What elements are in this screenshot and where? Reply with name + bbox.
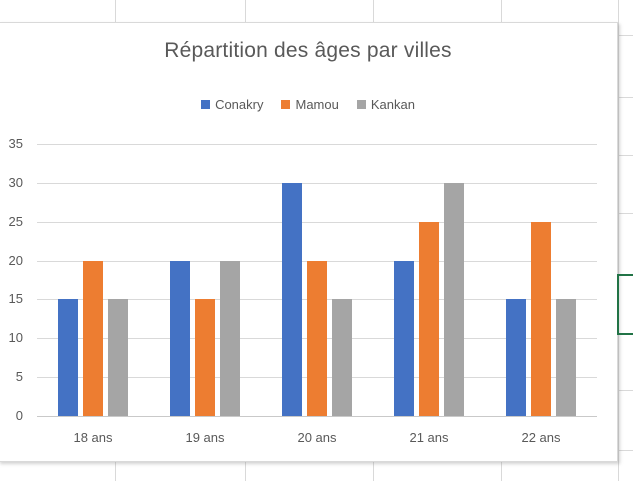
bar-mamou-18-ans[interactable] bbox=[83, 261, 103, 416]
y-axis-tick-label: 30 bbox=[8, 175, 23, 190]
grid-row-line bbox=[618, 390, 633, 391]
y-axis-tick-label: 10 bbox=[8, 330, 23, 345]
bar-conakry-18-ans[interactable] bbox=[58, 299, 78, 416]
grid-row-line bbox=[618, 155, 633, 156]
legend-swatch-kankan bbox=[356, 99, 366, 109]
legend-item-mamou[interactable]: Mamou bbox=[281, 96, 339, 112]
bar-kankan-20-ans[interactable] bbox=[332, 299, 352, 416]
grid-column-line bbox=[373, 0, 374, 22]
chart-object[interactable]: Répartition des âges par villes Conakry M… bbox=[0, 22, 618, 462]
plot-gridline bbox=[37, 144, 597, 145]
grid-column-line bbox=[115, 460, 116, 481]
bar-kankan-22-ans[interactable] bbox=[556, 299, 576, 416]
bar-kankan-19-ans[interactable] bbox=[220, 261, 240, 416]
legend-swatch-mamou bbox=[281, 99, 291, 109]
bar-mamou-19-ans[interactable] bbox=[195, 299, 215, 416]
y-axis-tick-label: 0 bbox=[15, 408, 23, 423]
grid-column-line bbox=[373, 460, 374, 481]
chart-legend: Conakry Mamou Kankan bbox=[0, 95, 617, 113]
grid-column-line bbox=[618, 0, 619, 481]
y-axis-tick-label: 20 bbox=[8, 253, 23, 268]
selected-cell-outline[interactable] bbox=[617, 274, 633, 335]
legend-item-kankan[interactable]: Kankan bbox=[356, 96, 415, 112]
x-axis-category-label-19-ans: 19 ans bbox=[185, 430, 225, 445]
grid-column-line bbox=[115, 0, 116, 22]
plot-area[interactable]: 0 5 10 15 20 25 30 35 18 ans 19 ans 20 ans 21 ans 22… bbox=[0, 23, 617, 461]
grid-row-line bbox=[618, 450, 633, 451]
grid-row-line bbox=[618, 213, 633, 214]
grid-column-line bbox=[245, 0, 246, 22]
bar-kankan-18-ans[interactable] bbox=[108, 299, 128, 416]
bar-conakry-21-ans[interactable] bbox=[394, 261, 414, 416]
grid-column-line bbox=[245, 460, 246, 481]
y-axis-tick-label: 15 bbox=[8, 291, 23, 306]
legend-label-conakry: Conakry bbox=[215, 96, 264, 112]
x-axis-category-label-18-ans: 18 ans bbox=[73, 430, 113, 445]
y-axis-tick-label: 35 bbox=[8, 136, 23, 151]
grid-column-line bbox=[501, 460, 502, 481]
bar-conakry-22-ans[interactable] bbox=[506, 299, 526, 416]
legend-label-mamou: Mamou bbox=[295, 96, 339, 112]
chart-title[interactable]: Répartition des âges par villes bbox=[164, 39, 452, 62]
legend-item-conakry[interactable]: Conakry bbox=[201, 97, 263, 112]
x-axis-category-label-22-ans: 22 ans bbox=[521, 430, 561, 445]
bar-conakry-20-ans[interactable] bbox=[282, 183, 302, 416]
plot-gridline bbox=[37, 222, 597, 223]
bar-mamou-22-ans[interactable] bbox=[531, 222, 551, 416]
legend-label-kankan: Kankan bbox=[370, 96, 415, 112]
y-axis-tick-label: 5 bbox=[15, 369, 23, 384]
bar-kankan-21-ans[interactable] bbox=[444, 183, 464, 416]
bar-mamou-20-ans[interactable] bbox=[307, 261, 327, 416]
plot-gridline bbox=[37, 416, 597, 417]
x-axis-category-label-20-ans: 20 ans bbox=[297, 430, 337, 445]
bar-conakry-19-ans[interactable] bbox=[170, 261, 190, 416]
grid-row-line bbox=[618, 97, 633, 98]
bar-mamou-21-ans[interactable] bbox=[419, 222, 439, 416]
grid-row-line bbox=[618, 35, 633, 36]
y-axis-tick-label: 25 bbox=[8, 214, 23, 229]
plot-gridline bbox=[37, 183, 597, 184]
grid-column-line bbox=[501, 0, 502, 22]
legend-swatch-conakry bbox=[201, 99, 211, 109]
x-axis-category-label-21-ans: 21 ans bbox=[409, 430, 449, 445]
